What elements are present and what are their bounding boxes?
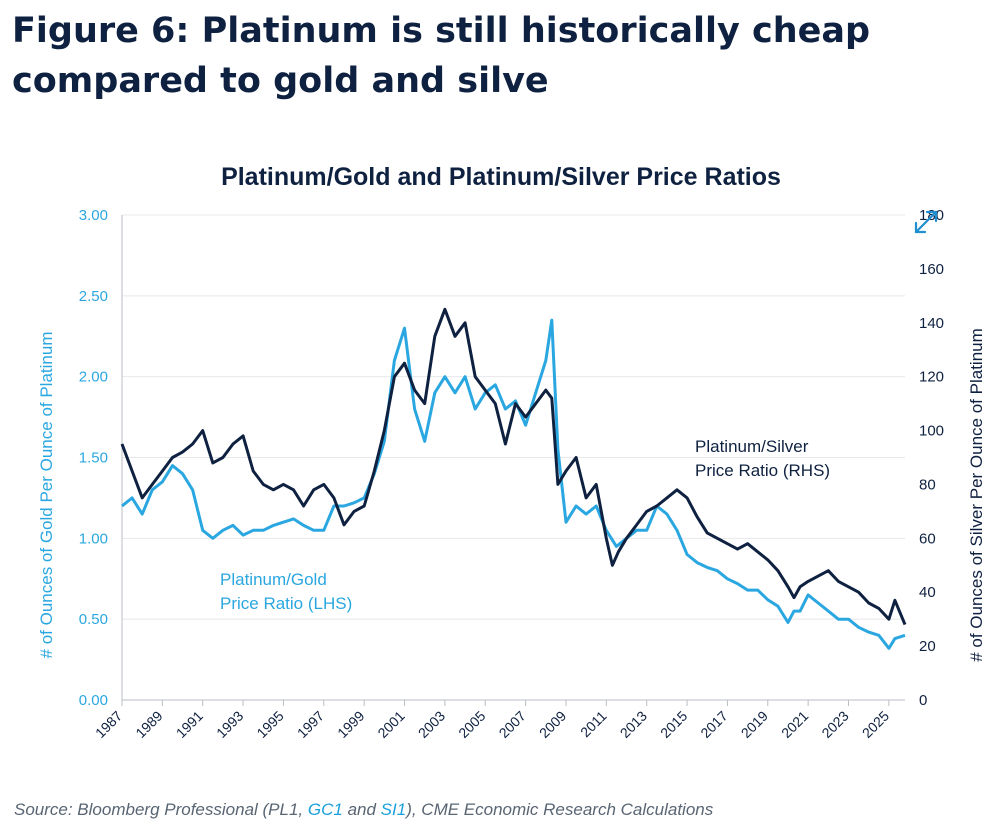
source-link-si1[interactable]: SI1 — [380, 800, 407, 819]
series-label-platinum-silver: Price Ratio (RHS) — [695, 461, 830, 480]
series-label-platinum-silver: Platinum/Silver — [695, 437, 809, 456]
x-tick-label: 2017 — [697, 707, 730, 740]
y-axis-label-right: # of Ounces of Silver Per Ounce of Plati… — [967, 328, 986, 662]
chart-title: Platinum/Gold and Platinum/Silver Price … — [221, 163, 781, 191]
y-tick-label-right: 0 — [919, 692, 927, 709]
x-tick-label: 1997 — [294, 707, 327, 740]
x-tick-label: 2019 — [738, 707, 771, 740]
chart-svg: Platinum/Gold and Platinum/Silver Price … — [37, 163, 986, 741]
x-tick-label: 1991 — [173, 707, 206, 740]
y-tick-label-left: 0.50 — [79, 611, 108, 628]
source-link-gc1[interactable]: GC1 — [307, 800, 343, 819]
x-tick-label: 1995 — [253, 707, 286, 740]
expand-arrows-icon[interactable] — [914, 210, 938, 234]
y-tick-label-left: 3.00 — [79, 207, 108, 224]
y-tick-label-right: 100 — [919, 423, 944, 440]
x-tick-label: 1999 — [334, 707, 367, 740]
x-tick-label: 2021 — [778, 707, 811, 740]
y-tick-label-left: 1.50 — [79, 450, 108, 467]
y-tick-label-left: 1.00 — [79, 530, 108, 547]
x-tick-label: 2007 — [496, 707, 529, 740]
x-tick-label: 2023 — [818, 707, 851, 740]
x-tick-label: 2025 — [859, 707, 892, 740]
y-tick-label-right: 20 — [919, 638, 936, 655]
x-tick-label: 1987 — [92, 707, 125, 740]
series-label-platinum-gold: Platinum/Gold — [220, 570, 327, 589]
x-tick-label: 2011 — [577, 707, 610, 740]
source-prefix: Source: Bloomberg Professional (PL1, — [14, 800, 308, 819]
series-line-platinum-silver — [120, 307, 907, 626]
left-axis-ticks: 0.00 0.50 1.00 1.50 2.00 2.50 3.00 — [79, 207, 108, 709]
x-tick-label: 2001 — [374, 707, 407, 740]
y-tick-label-right: 80 — [919, 476, 936, 493]
figure-title: Figure 6: Platinum is still historically… — [12, 11, 871, 101]
y-tick-label-right: 160 — [919, 261, 944, 278]
x-tick-label: 2015 — [657, 707, 690, 740]
gridlines — [122, 214, 905, 701]
x-tick-label: 2013 — [617, 707, 650, 740]
y-tick-label-right: 40 — [919, 584, 936, 601]
y-tick-label-left: 0.00 — [79, 692, 108, 709]
source-suffix: ), CME Economic Research Calculations — [406, 800, 714, 819]
chart-area: Platinum/Gold and Platinum/Silver Price … — [0, 140, 1002, 780]
x-tick-label: 2009 — [536, 707, 569, 740]
y-tick-label-left: 2.50 — [79, 288, 108, 305]
source-note: Source: Bloomberg Professional (PL1, GC1… — [14, 800, 713, 820]
y-tick-label-left: 2.00 — [79, 369, 108, 386]
source-and: and — [342, 800, 381, 819]
x-tick-label: 1989 — [132, 707, 165, 740]
x-tick-label: 2005 — [455, 707, 488, 740]
x-tick-label: 1993 — [213, 707, 246, 740]
y-tick-label-right: 140 — [919, 315, 944, 332]
series-labels: Platinum/Gold Price Ratio (LHS) Platinum/S… — [220, 437, 830, 613]
y-tick-label-right: 60 — [919, 530, 936, 547]
y-axis-label-left: # of Ounces of Gold Per Ounce of Platinu… — [37, 332, 56, 659]
x-tick-label: 2003 — [415, 707, 448, 740]
series-line-platinum-gold — [121, 318, 906, 650]
series-lines — [120, 307, 907, 650]
y-tick-label-right: 120 — [919, 369, 944, 386]
series-label-platinum-gold: Price Ratio (LHS) — [220, 594, 352, 613]
